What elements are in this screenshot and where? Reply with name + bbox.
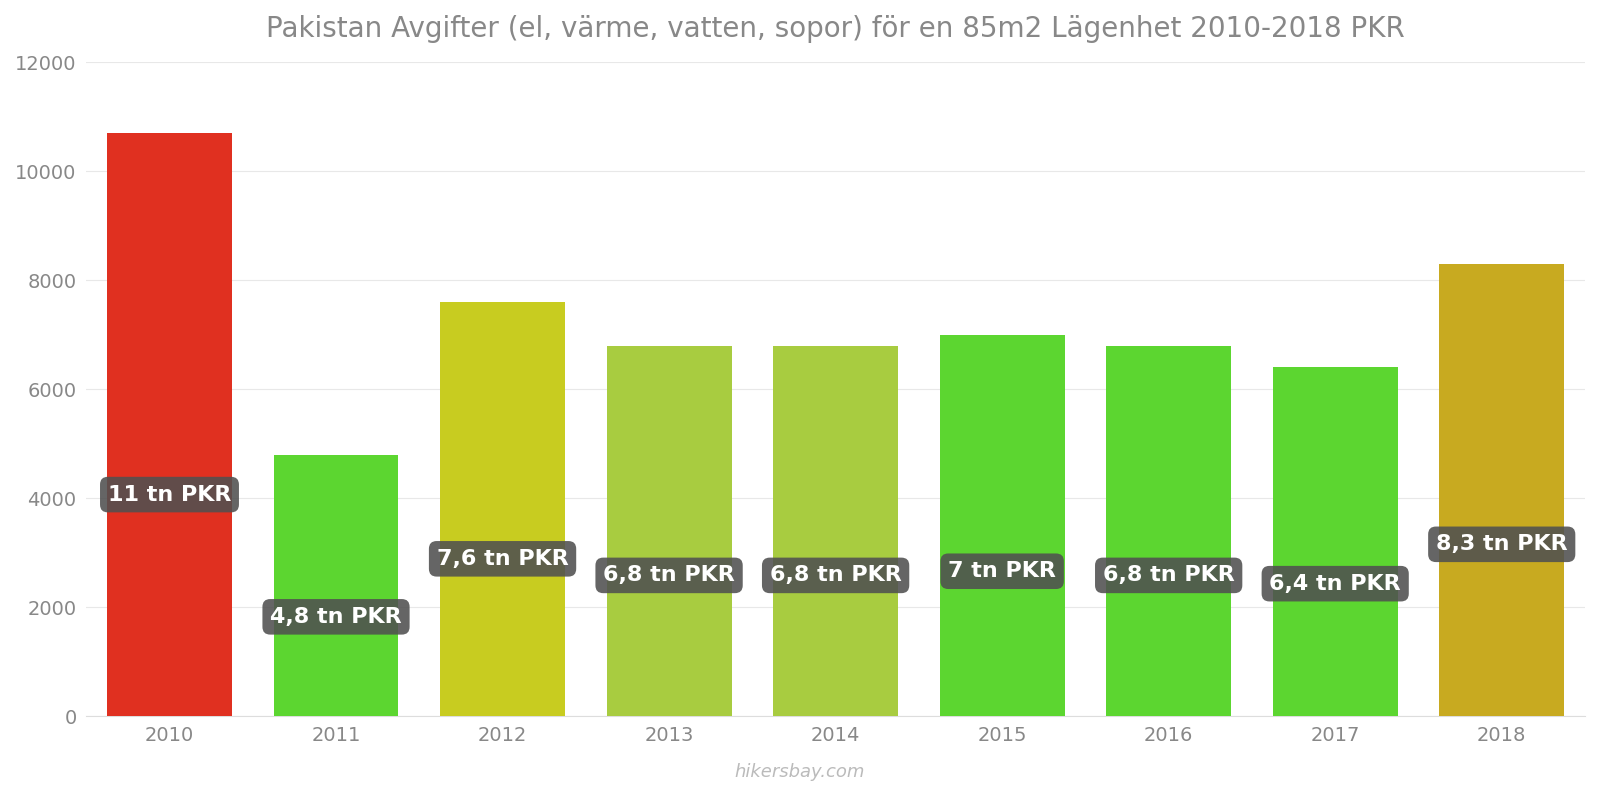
Text: 7,6 tn PKR: 7,6 tn PKR — [437, 549, 568, 569]
Bar — [440, 302, 565, 716]
Text: 6,8 tn PKR: 6,8 tn PKR — [1102, 566, 1235, 586]
Text: hikersbay.com: hikersbay.com — [734, 763, 866, 781]
Bar — [773, 346, 898, 716]
Text: 11 tn PKR: 11 tn PKR — [107, 485, 230, 505]
Text: 6,4 tn PKR: 6,4 tn PKR — [1269, 574, 1402, 594]
Text: 7 tn PKR: 7 tn PKR — [949, 562, 1056, 582]
Bar — [939, 334, 1064, 716]
Bar — [1440, 264, 1565, 716]
Title: Pakistan Avgifter (el, värme, vatten, sopor) för en 85m2 Lägenhet 2010-2018 PKR: Pakistan Avgifter (el, värme, vatten, so… — [266, 15, 1405, 43]
Text: 6,8 tn PKR: 6,8 tn PKR — [770, 566, 901, 586]
Text: 6,8 tn PKR: 6,8 tn PKR — [603, 566, 734, 586]
Bar — [107, 133, 232, 716]
Bar — [606, 346, 731, 716]
Bar — [274, 454, 398, 716]
Bar — [1272, 367, 1398, 716]
Text: 8,3 tn PKR: 8,3 tn PKR — [1435, 534, 1568, 554]
Text: 4,8 tn PKR: 4,8 tn PKR — [270, 607, 402, 627]
Bar — [1106, 346, 1230, 716]
